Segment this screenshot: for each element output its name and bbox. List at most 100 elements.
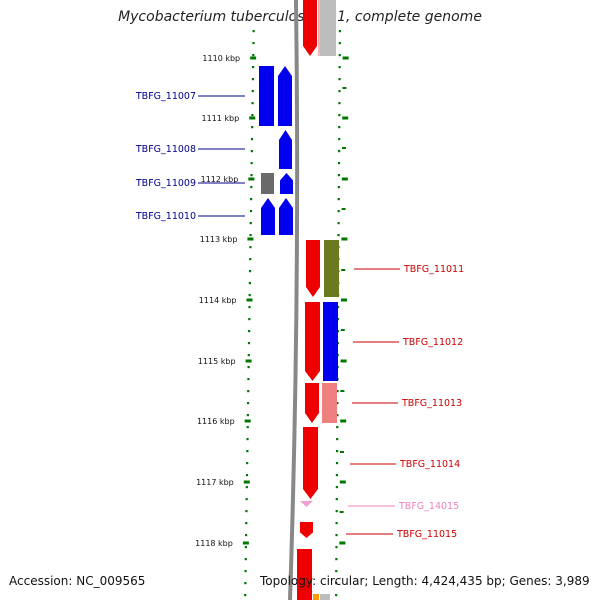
gene-arrow-11014 [303,427,318,499]
gene-label-left: TBFG_11008 [135,144,196,155]
track-dot [338,30,341,33]
track-dot [338,54,341,57]
track-dot [338,66,341,69]
track-dot [338,78,341,81]
track-dot [251,78,255,81]
accession-label: Accession: NC_009565 [9,574,146,588]
gene-box-11009-grey [261,173,274,194]
track-dot [250,150,253,153]
tick-label: 1118 kbp [195,539,233,548]
tick-minor [342,147,347,149]
track-dot [338,150,341,153]
track-dot [248,318,251,321]
gene-arrow-top-grey [320,0,336,56]
track-dot [336,306,340,309]
track-dot [337,174,341,177]
track-dot [335,462,339,465]
track-dot [244,570,247,573]
track-dot [335,570,338,573]
left-tick-track [244,30,255,597]
track-dot [335,498,338,501]
track-dot [336,390,339,393]
track-dot [250,198,253,201]
track-dot [338,114,341,117]
tick-label: 1112 kbp [201,175,239,184]
track-dot [335,474,339,477]
track-dot [335,534,338,537]
gene-arrow-11007a [259,66,274,126]
track-dot [335,486,338,489]
track-dot [335,558,338,561]
tick-label: 1110 kbp [202,54,240,63]
tick-dash-left [249,116,256,120]
gene-bottom-orange [313,594,319,600]
track-dot [252,42,255,45]
track-dot [251,114,254,117]
gene-label-right: TBFG_11013 [401,398,462,409]
track-dot [245,498,248,501]
tick-dash-left [250,56,257,60]
genome-backbone [288,0,300,600]
tick-dash-right [342,116,349,120]
track-dot [247,378,250,381]
track-dot [245,522,248,525]
track-dot [338,102,341,105]
track-dot [337,186,340,189]
track-dot [245,510,248,513]
track-dot [244,594,247,597]
track-dot [245,486,248,489]
gene-arrow-14015 [300,501,313,507]
tick-dash-left [246,298,253,302]
track-dot [338,42,341,45]
gene-arrow-11009 [280,173,293,194]
tick-minor [341,208,346,210]
gene-arrow-11007b [278,66,292,126]
track-dot [251,126,254,129]
gene-arrow-11008 [279,130,292,169]
track-dot [249,246,252,249]
gene-label-right: TBFG_11011 [403,264,464,275]
gene-box-11011-olive [324,240,339,297]
track-dot [246,426,249,429]
track-dot [247,390,250,393]
track-dot [249,234,252,237]
track-dot [335,546,338,549]
track-dot [250,186,253,189]
track-dot [248,306,251,309]
tick-minor [341,269,346,271]
gene-label-right: TBFG_11012 [402,337,463,348]
track-dot [250,174,253,177]
track-dot [246,438,249,441]
tick-label: 1117 kbp [196,478,234,487]
gene-arrow-top-red [303,0,317,56]
track-dot [249,210,253,213]
tick-dash-left [242,541,249,545]
track-dot [337,234,340,237]
track-dot [248,330,251,333]
gene-label-left: TBFG_11010 [135,211,196,222]
gene-arrow-11012 [305,302,320,381]
track-dot [244,534,248,537]
track-dot [246,462,249,465]
tick-label: 1114 kbp [199,296,237,305]
tick-label: 1116 kbp [197,417,235,426]
gene-arrow-bottom-red [297,549,312,600]
track-dot [247,366,250,369]
track-dot [335,582,338,585]
tick-label: 1113 kbp [200,235,238,244]
tick-label: 1111 kbp [202,114,240,123]
gene-label-left: TBFG_11007 [135,91,196,102]
tick-dash-right [341,177,348,181]
tick-minor [340,329,345,331]
track-dot [246,414,249,417]
tick-dash-left [244,419,251,423]
gene-label-right: TBFG_11015 [396,529,457,540]
track-dot [250,162,253,165]
tick-minor [339,451,344,453]
genome-summary: Topology: circular; Length: 4,424,435 bp… [260,574,590,588]
tick-label: 1115 kbp [198,357,236,366]
tick-marks: 1110 kbp 1111 kbp 1112 kbp 1113 kbp 1114 kbp… [195,54,349,548]
gene-box-11012-blue [323,302,338,381]
gene-arrow-11011 [306,240,320,297]
